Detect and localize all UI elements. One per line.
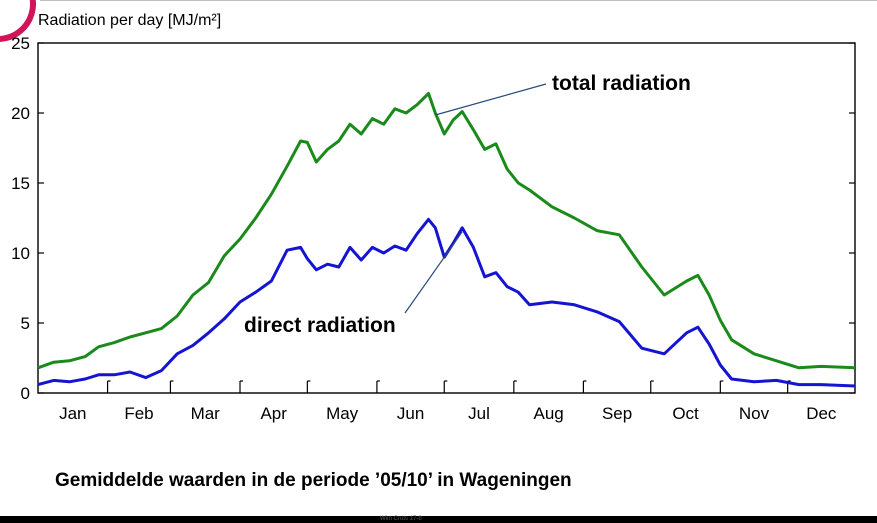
y-tick-label: 0: [21, 384, 30, 403]
annotation-direct-radiation: direct radiation: [244, 314, 396, 337]
y-tick-label: 10: [11, 244, 30, 263]
x-tick-label: May: [326, 404, 359, 423]
y-tick-label: 15: [11, 174, 30, 193]
annotation-leader-total: [435, 83, 547, 116]
radiation-chart: Radiation per day [MJ/m²] 0 5 10 15 20 25 Jan…: [11, 12, 856, 423]
y-tick-label: 20: [11, 104, 30, 123]
x-tick-label: Aug: [534, 404, 564, 423]
bottom-bar: [0, 516, 877, 523]
x-tick-label: Jun: [397, 404, 424, 423]
x-tick-label: Apr: [260, 404, 287, 423]
chart-caption: Gemiddelde waarden in de periode ’05/10’…: [55, 470, 572, 491]
x-tick-label: Jan: [59, 404, 86, 423]
y-tick-label: 25: [11, 34, 30, 53]
x-tick-label: Oct: [672, 404, 699, 423]
x-tick-label: Sep: [602, 404, 632, 423]
series-line-direct-radiation: [37, 217, 856, 388]
x-tick-label: Nov: [739, 404, 770, 423]
x-tick-label: Dec: [806, 404, 837, 423]
series-line-total-radiation: [37, 91, 856, 370]
annotation-leader-direct: [404, 231, 463, 314]
y-axis-label: Radiation per day [MJ/m²]: [38, 12, 221, 29]
top-divider: [40, 0, 877, 1]
plot-frame: [37, 42, 856, 394]
annotation-total-radiation: total radiation: [552, 72, 691, 95]
x-tick-label: Feb: [124, 404, 153, 423]
footer-text: Wim Cruts 17-8: [380, 516, 422, 522]
y-tick-label: 5: [21, 314, 30, 333]
x-tick-label: Jul: [468, 404, 490, 423]
x-tick-label: Mar: [191, 404, 221, 423]
